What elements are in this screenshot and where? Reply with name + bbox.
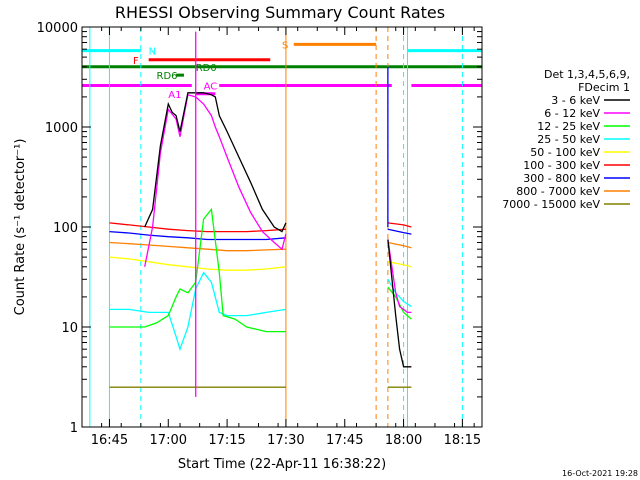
series-12-25-kev-segment-0 xyxy=(109,207,286,333)
series-3-6-kev-segment-0 xyxy=(144,92,287,233)
series-300-800-kev-segment-0 xyxy=(109,230,286,241)
x-tick-label: 18:15 xyxy=(444,433,481,448)
vertical-lines-layer xyxy=(89,27,463,427)
series-50-100-kev-segment-1 xyxy=(387,261,412,268)
legend-label-50-100-kev: 50 - 100 keV xyxy=(530,146,600,159)
x-tick-label: 17:45 xyxy=(326,433,363,448)
y-tick-label: 10 xyxy=(61,321,78,336)
legend-label-800-7000-kev: 800 - 7000 keV xyxy=(516,185,600,198)
series-25-50-kev-segment-0 xyxy=(109,271,286,352)
chart-title: RHESSI Observing Summary Count Rates xyxy=(115,3,445,22)
y-tick-label: 100 xyxy=(53,221,78,236)
series-800-7000-kev-segment-0 xyxy=(109,241,286,252)
flag-label-s: S xyxy=(282,40,288,51)
y-tick-label: 10000 xyxy=(37,21,78,36)
legend-label-12-25-kev: 12 - 25 keV xyxy=(537,120,600,133)
flag-label-f: F xyxy=(133,56,139,67)
legend-header: FDecim 1 xyxy=(578,81,630,94)
flag-label-a1: A1 xyxy=(168,90,181,101)
x-tick-label: 17:15 xyxy=(208,433,245,448)
legend-label-7000-15000-kev: 7000 - 15000 keV xyxy=(502,198,600,211)
series-3-6-kev-segment-1 xyxy=(387,239,412,368)
x-tick-label: 16:45 xyxy=(91,433,128,448)
legend-label-100-300-kev: 100 - 300 keV xyxy=(523,159,600,172)
series-100-300-kev-segment-0 xyxy=(109,222,286,233)
series-layer xyxy=(109,31,412,397)
legend-label-6-12-kev: 6 - 12 keV xyxy=(544,107,600,120)
legend-label-3-6-kev: 3 - 6 keV xyxy=(551,94,600,107)
series-6-12-kev-segment-0 xyxy=(144,93,287,267)
x-axis-label: Start Time (22-Apr-11 16:38:22) xyxy=(178,457,386,472)
flag-label-rd0: RD0 xyxy=(196,63,217,74)
y-tick-label: 1 xyxy=(70,421,78,436)
y-tick-label: 1000 xyxy=(45,121,78,136)
flag-label-rd6: RD6 xyxy=(157,71,178,82)
y-axis-label: Count Rate (s⁻¹ detector⁻¹) xyxy=(13,139,28,316)
x-tick-label: 17:00 xyxy=(150,433,187,448)
series-800-7000-kev-segment-1 xyxy=(387,241,412,249)
series-300-800-kev-segment-1 xyxy=(387,228,412,235)
flag-bars-layer: N S F RD0 RD6 AC A1 xyxy=(82,40,482,101)
x-tick-label: 18:00 xyxy=(385,433,422,448)
x-tick-label: 17:30 xyxy=(267,433,304,448)
legend-label-300-800-kev: 300 - 800 keV xyxy=(523,172,600,185)
series-100-300-kev-segment-1 xyxy=(387,222,412,228)
flag-label-n: N xyxy=(149,47,156,58)
axes-layer: 16:45 17:00 17:15 17:30 17:45 18:00 18:15 1 10 10… xyxy=(37,21,482,448)
flag-label-ac: AC xyxy=(204,82,218,93)
series-6-12-kev-segment-1 xyxy=(387,239,412,314)
legend-label-25-50-kev: 25 - 50 keV xyxy=(537,133,600,146)
legend-header: Det 1,3,4,5,6,9, xyxy=(544,68,630,81)
series-25-50-kev-segment-1 xyxy=(387,278,412,308)
render-timestamp: 16-Oct-2021 19:28 xyxy=(562,469,638,478)
